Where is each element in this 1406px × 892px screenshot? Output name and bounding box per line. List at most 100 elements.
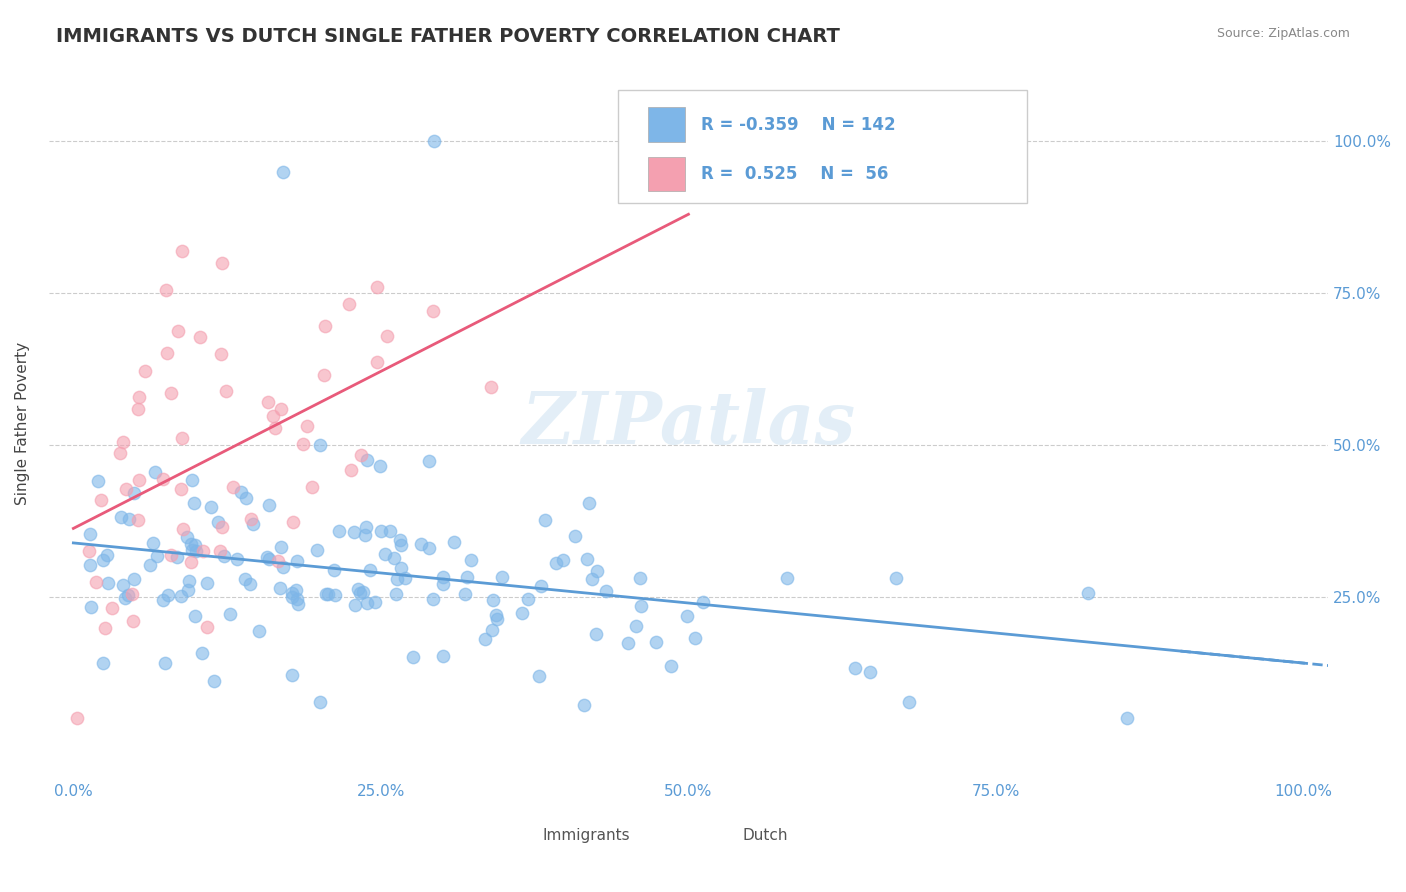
Point bbox=[235, 491, 257, 505]
Point bbox=[170, 482, 193, 496]
FancyBboxPatch shape bbox=[619, 90, 1028, 203]
Point bbox=[281, 590, 304, 604]
Point bbox=[285, 591, 308, 606]
Point bbox=[247, 624, 270, 639]
Point bbox=[301, 481, 323, 495]
Point bbox=[239, 511, 262, 525]
Point bbox=[176, 530, 198, 544]
Point bbox=[364, 595, 387, 609]
Point bbox=[124, 486, 146, 500]
Point bbox=[233, 572, 256, 586]
Point bbox=[222, 480, 245, 494]
Point bbox=[100, 601, 122, 615]
FancyBboxPatch shape bbox=[648, 107, 685, 142]
Text: IMMIGRANTS VS DUTCH SINGLE FATHER POVERTY CORRELATION CHART: IMMIGRANTS VS DUTCH SINGLE FATHER POVERT… bbox=[56, 27, 841, 45]
Point bbox=[285, 554, 308, 568]
Point bbox=[180, 543, 202, 558]
Point bbox=[314, 318, 336, 333]
Point bbox=[270, 402, 292, 417]
Point bbox=[257, 551, 280, 566]
Point bbox=[139, 558, 162, 572]
Point bbox=[160, 386, 183, 401]
Point bbox=[544, 556, 567, 570]
Point bbox=[134, 363, 156, 377]
Point bbox=[485, 608, 508, 623]
Point bbox=[283, 515, 305, 529]
Point bbox=[159, 548, 181, 562]
Point bbox=[79, 526, 101, 541]
Point bbox=[87, 475, 110, 489]
Point bbox=[121, 587, 143, 601]
Point bbox=[328, 524, 350, 538]
Point bbox=[219, 607, 242, 622]
Point bbox=[374, 547, 396, 561]
Point bbox=[323, 563, 346, 577]
Point bbox=[226, 552, 249, 566]
Point bbox=[280, 586, 302, 600]
Point bbox=[128, 390, 150, 404]
Point bbox=[184, 609, 207, 624]
Point bbox=[143, 465, 166, 479]
Point bbox=[366, 280, 388, 294]
Point bbox=[534, 513, 557, 527]
Point bbox=[402, 650, 425, 665]
Point bbox=[183, 496, 205, 510]
FancyBboxPatch shape bbox=[648, 157, 685, 192]
Point bbox=[157, 588, 180, 602]
Point bbox=[617, 635, 640, 649]
Point bbox=[242, 516, 264, 531]
Point bbox=[530, 579, 553, 593]
Point bbox=[207, 515, 229, 529]
Point bbox=[354, 528, 377, 542]
Point bbox=[257, 394, 280, 409]
Point bbox=[155, 283, 177, 297]
Point bbox=[96, 548, 118, 562]
Point bbox=[418, 541, 440, 555]
Point bbox=[155, 345, 177, 359]
Point bbox=[177, 582, 200, 597]
Point bbox=[66, 711, 89, 725]
Point bbox=[262, 409, 284, 424]
Point bbox=[423, 134, 446, 148]
Point bbox=[551, 553, 574, 567]
Point bbox=[122, 572, 145, 586]
Point bbox=[343, 598, 366, 612]
Point bbox=[121, 614, 143, 628]
Point bbox=[190, 646, 212, 660]
FancyBboxPatch shape bbox=[495, 824, 526, 855]
Point bbox=[352, 585, 374, 599]
Point bbox=[356, 596, 378, 610]
Point bbox=[340, 463, 363, 477]
Point bbox=[229, 485, 252, 500]
Point bbox=[208, 544, 231, 558]
Point bbox=[366, 355, 388, 369]
Point bbox=[385, 586, 408, 600]
Point bbox=[114, 591, 136, 606]
Point bbox=[118, 512, 141, 526]
Point bbox=[389, 561, 412, 575]
Point bbox=[576, 552, 599, 566]
Point bbox=[510, 606, 533, 620]
Point bbox=[108, 446, 131, 460]
Point bbox=[624, 618, 647, 632]
Point bbox=[117, 589, 139, 603]
Point bbox=[127, 513, 149, 527]
Point bbox=[180, 473, 202, 487]
Point bbox=[167, 324, 190, 338]
Point bbox=[86, 575, 108, 590]
Point bbox=[859, 665, 882, 679]
Point bbox=[474, 632, 496, 647]
Point bbox=[370, 524, 392, 538]
Text: ZIPatlas: ZIPatlas bbox=[522, 388, 855, 459]
Point bbox=[479, 380, 502, 394]
Point bbox=[572, 698, 595, 713]
Point bbox=[153, 657, 176, 671]
Point bbox=[359, 563, 381, 577]
Point bbox=[375, 329, 398, 343]
Point bbox=[239, 577, 262, 591]
Point bbox=[128, 473, 150, 487]
Point bbox=[188, 330, 211, 344]
Point bbox=[443, 535, 465, 549]
Point bbox=[456, 570, 478, 584]
Point bbox=[152, 472, 174, 486]
